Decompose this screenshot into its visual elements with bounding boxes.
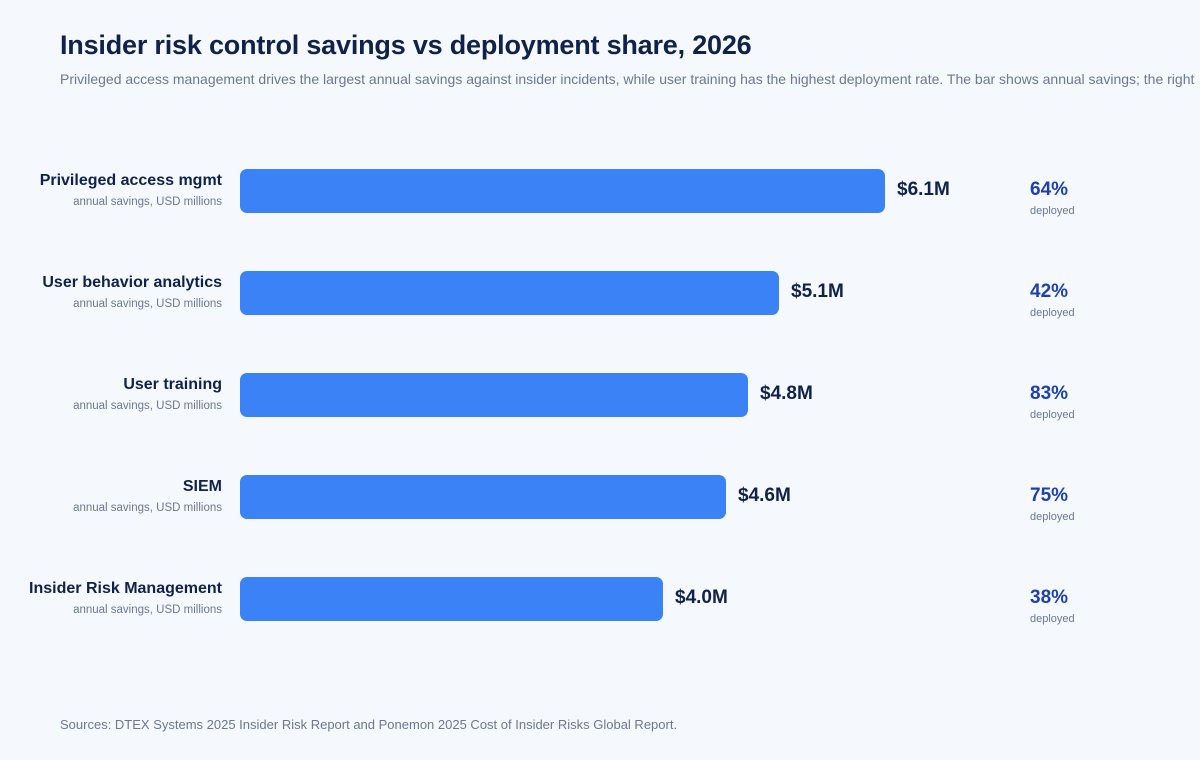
category-label: Insider Risk Management	[29, 580, 222, 597]
chart-row: SIEM annual savings, USD millions $4.6M 75%…	[0, 475, 1200, 535]
deployed-percent: 42%	[1030, 281, 1069, 302]
deployed-percent: 64%	[1030, 179, 1069, 200]
category-sublabel: annual savings, USD millions	[73, 604, 222, 616]
category-label: Privileged access mgmt	[39, 172, 222, 189]
deployed-caption: deployed	[1030, 307, 1075, 319]
category-label: SIEM	[182, 478, 222, 495]
savings-bar	[240, 169, 885, 213]
category-label: User behavior analytics	[42, 274, 222, 291]
chart-subtitle: Privileged access management drives the …	[60, 71, 1195, 87]
savings-bar	[240, 577, 663, 621]
chart-row: Privileged access mgmt annual savings, US…	[0, 169, 1200, 229]
deployed-percent: 75%	[1030, 485, 1069, 506]
savings-value-label: $5.1M	[791, 281, 844, 302]
deployed-caption: deployed	[1030, 409, 1075, 421]
category-sublabel: annual savings, USD millions	[73, 400, 222, 412]
category-label: User training	[123, 376, 222, 393]
deployed-caption: deployed	[1030, 613, 1075, 625]
savings-value-label: $4.8M	[760, 383, 813, 404]
chart-row: Insider Risk Management annual savings, U…	[0, 577, 1200, 637]
savings-value-label: $6.1M	[897, 179, 950, 200]
category-sublabel: annual savings, USD millions	[73, 298, 222, 310]
savings-bar	[240, 271, 779, 315]
deployed-percent: 38%	[1030, 587, 1069, 608]
category-sublabel: annual savings, USD millions	[73, 196, 222, 208]
chart-title: Insider risk control savings vs deployme…	[60, 30, 752, 60]
savings-bar	[240, 373, 748, 417]
deployed-percent: 83%	[1030, 383, 1069, 404]
category-sublabel: annual savings, USD millions	[73, 502, 222, 514]
savings-bar	[240, 475, 726, 519]
savings-value-label: $4.0M	[675, 587, 728, 608]
chart-row: User training annual savings, USD million…	[0, 373, 1200, 433]
deployed-caption: deployed	[1030, 205, 1075, 217]
chart-row: User behavior analytics annual savings, U…	[0, 271, 1200, 331]
savings-value-label: $4.6M	[738, 485, 791, 506]
deployed-caption: deployed	[1030, 511, 1075, 523]
source-note: Sources: DTEX Systems 2025 Insider Risk …	[60, 717, 678, 732]
